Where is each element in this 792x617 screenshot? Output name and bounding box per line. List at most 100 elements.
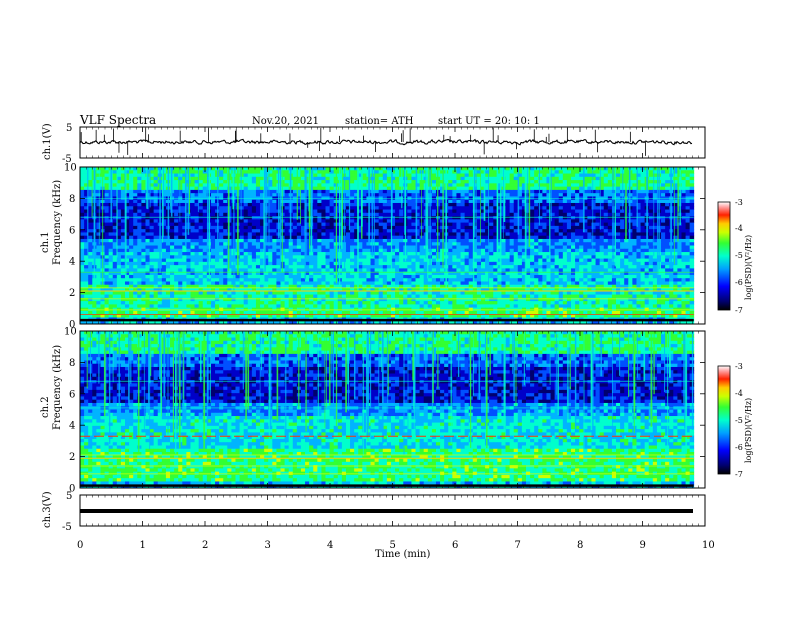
spectrogram-cell xyxy=(620,268,624,272)
spectrogram-cell xyxy=(350,236,354,240)
spectrogram-cell xyxy=(129,252,133,256)
spectrogram-cell xyxy=(681,229,685,233)
spectrogram-cell xyxy=(203,216,207,220)
spectrogram-cell xyxy=(190,252,194,256)
spectrogram-cell xyxy=(681,252,685,256)
spectrogram-cell xyxy=(452,255,456,259)
spectrogram-cell xyxy=(88,246,92,250)
spectrogram-cell xyxy=(538,226,542,230)
spectrogram-cell xyxy=(174,190,178,194)
spectrogram-cell xyxy=(534,239,538,243)
spectrogram-cell xyxy=(469,226,473,230)
spectrogram-cell xyxy=(645,259,649,263)
spectrogram-cell xyxy=(321,255,325,259)
spectrogram-cell xyxy=(154,268,158,272)
spectrogram-cell xyxy=(530,219,534,223)
spectrogram-cell xyxy=(248,167,252,171)
spectrogram-cell xyxy=(632,170,636,174)
spectrogram-cell xyxy=(481,239,485,243)
spectrogram-cell xyxy=(461,259,465,263)
spectrogram-cell xyxy=(252,177,256,181)
spectrogram-cell xyxy=(223,249,227,253)
spectrogram-cell xyxy=(379,167,383,171)
spectrogram-cell xyxy=(178,219,182,223)
spectrogram-cell xyxy=(190,177,194,181)
spectrogram-cell xyxy=(591,193,595,197)
spectrogram-cell xyxy=(203,249,207,253)
spectrogram-cell xyxy=(399,262,403,266)
spectrogram-cell xyxy=(551,226,555,230)
spectrogram-cell xyxy=(313,206,317,210)
spectrogram-cell xyxy=(407,170,411,174)
spectrogram-cell xyxy=(289,246,293,250)
spectrogram-cell xyxy=(641,174,645,178)
spectrogram-cell xyxy=(514,232,518,236)
spectrogram-cell xyxy=(653,265,657,269)
spectrogram-cell xyxy=(313,249,317,253)
spectrogram-cell xyxy=(133,213,137,217)
spectrogram-cell xyxy=(542,174,546,178)
spectrogram-cell xyxy=(375,187,379,191)
spectrogram-cell xyxy=(616,170,620,174)
spectrogram-cell xyxy=(465,200,469,204)
spectrogram-cell xyxy=(317,239,321,243)
spectrogram-cell xyxy=(624,252,628,256)
spectrogram-cell xyxy=(501,226,505,230)
spectrogram-cell xyxy=(203,177,207,181)
spectrogram-cell xyxy=(190,200,194,204)
spectrogram-cell xyxy=(141,210,145,214)
spectrogram-cell xyxy=(203,259,207,263)
spectrogram-cell xyxy=(489,259,493,263)
spectrogram-cell xyxy=(518,242,522,246)
spectrogram-cell xyxy=(326,177,330,181)
spectrogram-cell xyxy=(432,265,436,269)
spectrogram-cell xyxy=(673,200,677,204)
spectrogram-cell xyxy=(665,177,669,181)
spectrogram-cell xyxy=(649,268,653,272)
spectrogram-cell xyxy=(379,190,383,194)
spectrogram-cell xyxy=(632,193,636,197)
spectrogram-cell xyxy=(559,246,563,250)
spectrogram-cell xyxy=(174,200,178,204)
spectrogram-cell xyxy=(506,226,510,230)
spectrogram-cell xyxy=(440,249,444,253)
spectrogram-cell xyxy=(285,174,289,178)
spectrogram-cell xyxy=(272,206,276,210)
spectrogram-cell xyxy=(649,210,653,214)
spectrogram-cell xyxy=(399,232,403,236)
spectrogram-cell xyxy=(244,177,248,181)
spectrogram-cell xyxy=(616,210,620,214)
spectrogram-cell xyxy=(141,190,145,194)
spectrogram-cell xyxy=(211,206,215,210)
spectrogram-cell xyxy=(686,268,690,272)
spectrogram-cell xyxy=(448,219,452,223)
spectrogram-cell xyxy=(604,246,608,250)
spectrogram-cell xyxy=(150,268,154,272)
spectrogram-cell xyxy=(105,180,109,184)
spectrogram-cell xyxy=(219,193,223,197)
spectrogram-cell xyxy=(677,242,681,246)
spectrogram-cell xyxy=(407,223,411,227)
spectrogram-cell xyxy=(461,236,465,240)
spectrogram-cell xyxy=(477,255,481,259)
spectrogram-cell xyxy=(219,216,223,220)
spectrogram-cell xyxy=(297,229,301,233)
spectrogram-cell xyxy=(219,170,223,174)
spectrogram-cell xyxy=(285,246,289,250)
spectrogram-cell xyxy=(591,229,595,233)
spectrogram-cell xyxy=(362,180,366,184)
spectrogram-cell xyxy=(432,187,436,191)
spectrogram-cell xyxy=(501,249,505,253)
spectrogram-cell xyxy=(661,268,665,272)
spectrogram-cell xyxy=(461,180,465,184)
spectrogram-cell xyxy=(395,226,399,230)
spectrogram-cell xyxy=(154,259,158,263)
spectrogram-cell xyxy=(665,206,669,210)
spectrogram-cell xyxy=(489,246,493,250)
spectrogram-cell xyxy=(596,183,600,187)
spectrogram-cell xyxy=(624,259,628,263)
spectrogram-cell xyxy=(440,206,444,210)
spectrogram-cell xyxy=(317,213,321,217)
spectrogram-cell xyxy=(162,249,166,253)
spectrogram-cell xyxy=(469,170,473,174)
